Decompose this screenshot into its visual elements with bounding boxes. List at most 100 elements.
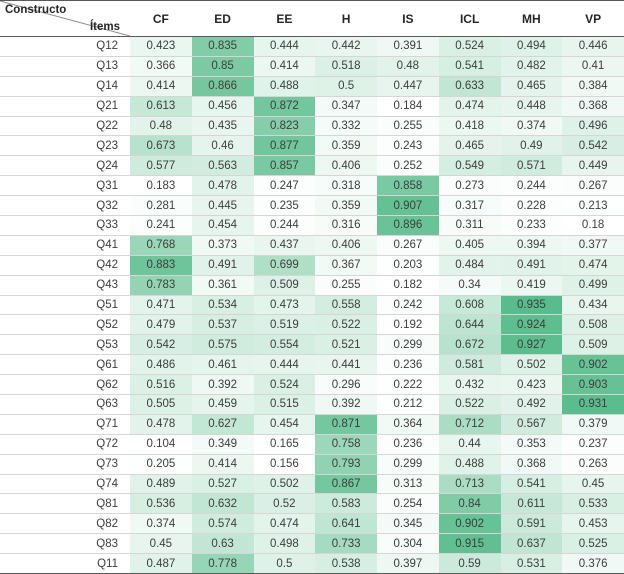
- loading-cell: 0.432: [438, 374, 501, 396]
- loading-cell: 0.376: [562, 553, 624, 574]
- loading-cell: 0.575: [191, 334, 254, 356]
- loading-cell: 0.498: [253, 533, 316, 555]
- loading-cell: 0.574: [191, 513, 254, 535]
- loading-cell: 0.311: [438, 215, 501, 236]
- loading-cell: 0.48: [130, 116, 192, 137]
- loading-cell: 0.577: [130, 155, 192, 177]
- loading-cell: 0.392: [315, 394, 377, 415]
- loading-cell: 0.156: [253, 454, 316, 475]
- loading-cell: 0.502: [253, 474, 316, 495]
- loading-cell: 0.896: [377, 215, 439, 236]
- loading-cell: 0.434: [562, 295, 624, 316]
- loading-cell: 0.318: [315, 175, 377, 197]
- loading-cell: 0.59: [438, 553, 501, 574]
- loading-cell: 0.489: [130, 474, 192, 495]
- loading-cell: 0.374: [500, 116, 563, 137]
- table-body: Q12 0.423 0.835 0.444 0.442 0.391 0.524 0.494 0.…: [0, 36, 624, 574]
- loading-cell: 0.518: [315, 56, 377, 77]
- loading-cell: 0.531: [500, 553, 563, 574]
- loading-cell: 0.527: [191, 474, 254, 495]
- loading-cell: 0.641: [315, 513, 377, 535]
- column-header-ed: ED: [191, 0, 254, 37]
- table-row: Q61 0.486 0.461 0.444 0.441 0.236 0.581 0.502 0.…: [0, 354, 624, 376]
- loading-cell: 0.486: [130, 354, 192, 376]
- loading-cell: 0.391: [377, 36, 439, 57]
- table-row: Q74 0.489 0.527 0.502 0.867 0.313 0.713 0.541 0.…: [0, 474, 624, 495]
- loading-cell: 0.541: [438, 56, 501, 77]
- loading-cell: 0.541: [500, 474, 563, 495]
- item-label: Q43: [0, 275, 130, 296]
- loading-cell: 0.465: [438, 135, 501, 157]
- loading-cell: 0.46: [191, 135, 254, 157]
- loading-cell: 0.459: [191, 394, 254, 415]
- table-row: Q23 0.673 0.46 0.877 0.359 0.243 0.465 0.49 0.54…: [0, 135, 624, 157]
- loading-cell: 0.222: [377, 374, 439, 396]
- table-row: Q72 0.104 0.349 0.165 0.758 0.236 0.44 0.353 0.2…: [0, 434, 624, 455]
- loading-cell: 0.244: [253, 215, 316, 236]
- loading-cell: 0.296: [315, 374, 377, 396]
- loading-cell: 0.554: [253, 334, 316, 356]
- table-row: Q51 0.471 0.534 0.473 0.558 0.242 0.608 0.935 0.…: [0, 295, 624, 316]
- loading-cell: 0.583: [315, 493, 377, 515]
- loading-cell: 0.611: [500, 493, 563, 515]
- table-row: Q62 0.516 0.392 0.524 0.296 0.222 0.432 0.423 0.…: [0, 374, 624, 396]
- loading-cell: 0.359: [315, 195, 377, 217]
- loading-cell: 0.488: [253, 76, 316, 97]
- item-label: Q53: [0, 334, 130, 356]
- table-row: Q42 0.883 0.491 0.699 0.367 0.203 0.484 0.491 0.…: [0, 255, 624, 276]
- loading-cell: 0.482: [500, 56, 563, 77]
- loading-cell: 0.368: [500, 454, 563, 475]
- loading-cell: 0.473: [253, 295, 316, 316]
- loading-cell: 0.915: [438, 533, 501, 555]
- loading-cell: 0.471: [130, 295, 192, 316]
- loading-cell: 0.927: [500, 334, 563, 356]
- loading-cell: 0.733: [315, 533, 377, 555]
- loading-cell: 0.491: [500, 255, 563, 276]
- item-label: Q22: [0, 116, 130, 137]
- loading-cell: 0.644: [438, 314, 501, 336]
- loading-cell: 0.883: [130, 255, 192, 276]
- loading-cell: 0.45: [562, 474, 624, 495]
- item-label: Q63: [0, 394, 130, 415]
- loading-cell: 0.516: [130, 374, 192, 396]
- loading-cell: 0.542: [562, 135, 624, 157]
- loading-cell: 0.299: [377, 454, 439, 475]
- loading-cell: 0.419: [500, 275, 563, 296]
- loading-cell: 0.254: [377, 493, 439, 515]
- loading-cell: 0.394: [500, 235, 563, 256]
- loading-cell: 0.255: [315, 275, 377, 296]
- loading-cell: 0.437: [253, 235, 316, 256]
- loading-cell: 0.236: [377, 354, 439, 376]
- table-row: Q71 0.478 0.627 0.454 0.871 0.364 0.712 0.567 0.…: [0, 414, 624, 435]
- loading-cell: 0.228: [500, 195, 563, 217]
- loading-cell: 0.492: [500, 394, 563, 415]
- loading-cell: 0.392: [191, 374, 254, 396]
- loading-cell: 0.835: [191, 36, 254, 57]
- item-label: Q21: [0, 96, 130, 117]
- loading-cell: 0.581: [438, 354, 501, 376]
- loading-cell: 0.783: [130, 275, 192, 296]
- loading-cell: 0.533: [562, 493, 624, 515]
- loading-cell: 0.857: [253, 155, 316, 177]
- loading-cell: 0.45: [130, 533, 192, 555]
- column-header-h: H: [315, 0, 377, 37]
- item-label: Q31: [0, 175, 130, 197]
- loading-cell: 0.313: [377, 474, 439, 495]
- loading-cell: 0.758: [315, 434, 377, 455]
- loading-cell: 0.52: [253, 493, 316, 515]
- loading-cell: 0.182: [377, 275, 439, 296]
- loading-cell: 0.496: [562, 116, 624, 137]
- table-row: Q22 0.48 0.435 0.823 0.332 0.255 0.418 0.374 0.4…: [0, 116, 624, 137]
- loading-cell: 0.203: [377, 255, 439, 276]
- table-row: Q13 0.366 0.85 0.414 0.518 0.48 0.541 0.482 0.41: [0, 56, 624, 77]
- loading-cell: 0.252: [377, 155, 439, 177]
- loading-cell: 0.519: [253, 314, 316, 336]
- item-label: Q52: [0, 314, 130, 336]
- loading-cell: 0.768: [130, 235, 192, 256]
- table-row: Q41 0.768 0.373 0.437 0.406 0.267 0.405 0.394 0.…: [0, 235, 624, 256]
- loading-cell: 0.444: [253, 354, 316, 376]
- column-header-vp: VP: [562, 0, 624, 37]
- table-row: Q81 0.536 0.632 0.52 0.583 0.254 0.84 0.611 0.53…: [0, 493, 624, 515]
- item-label: Q62: [0, 374, 130, 396]
